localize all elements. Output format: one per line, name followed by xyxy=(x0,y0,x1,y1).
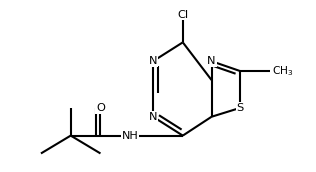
Text: Cl: Cl xyxy=(177,10,188,20)
Text: N: N xyxy=(149,56,157,66)
Text: N: N xyxy=(149,112,157,122)
Text: S: S xyxy=(237,103,244,113)
Text: N: N xyxy=(207,56,216,66)
Text: CH$_3$: CH$_3$ xyxy=(272,64,294,78)
Text: NH: NH xyxy=(122,131,139,141)
Text: O: O xyxy=(96,103,105,113)
